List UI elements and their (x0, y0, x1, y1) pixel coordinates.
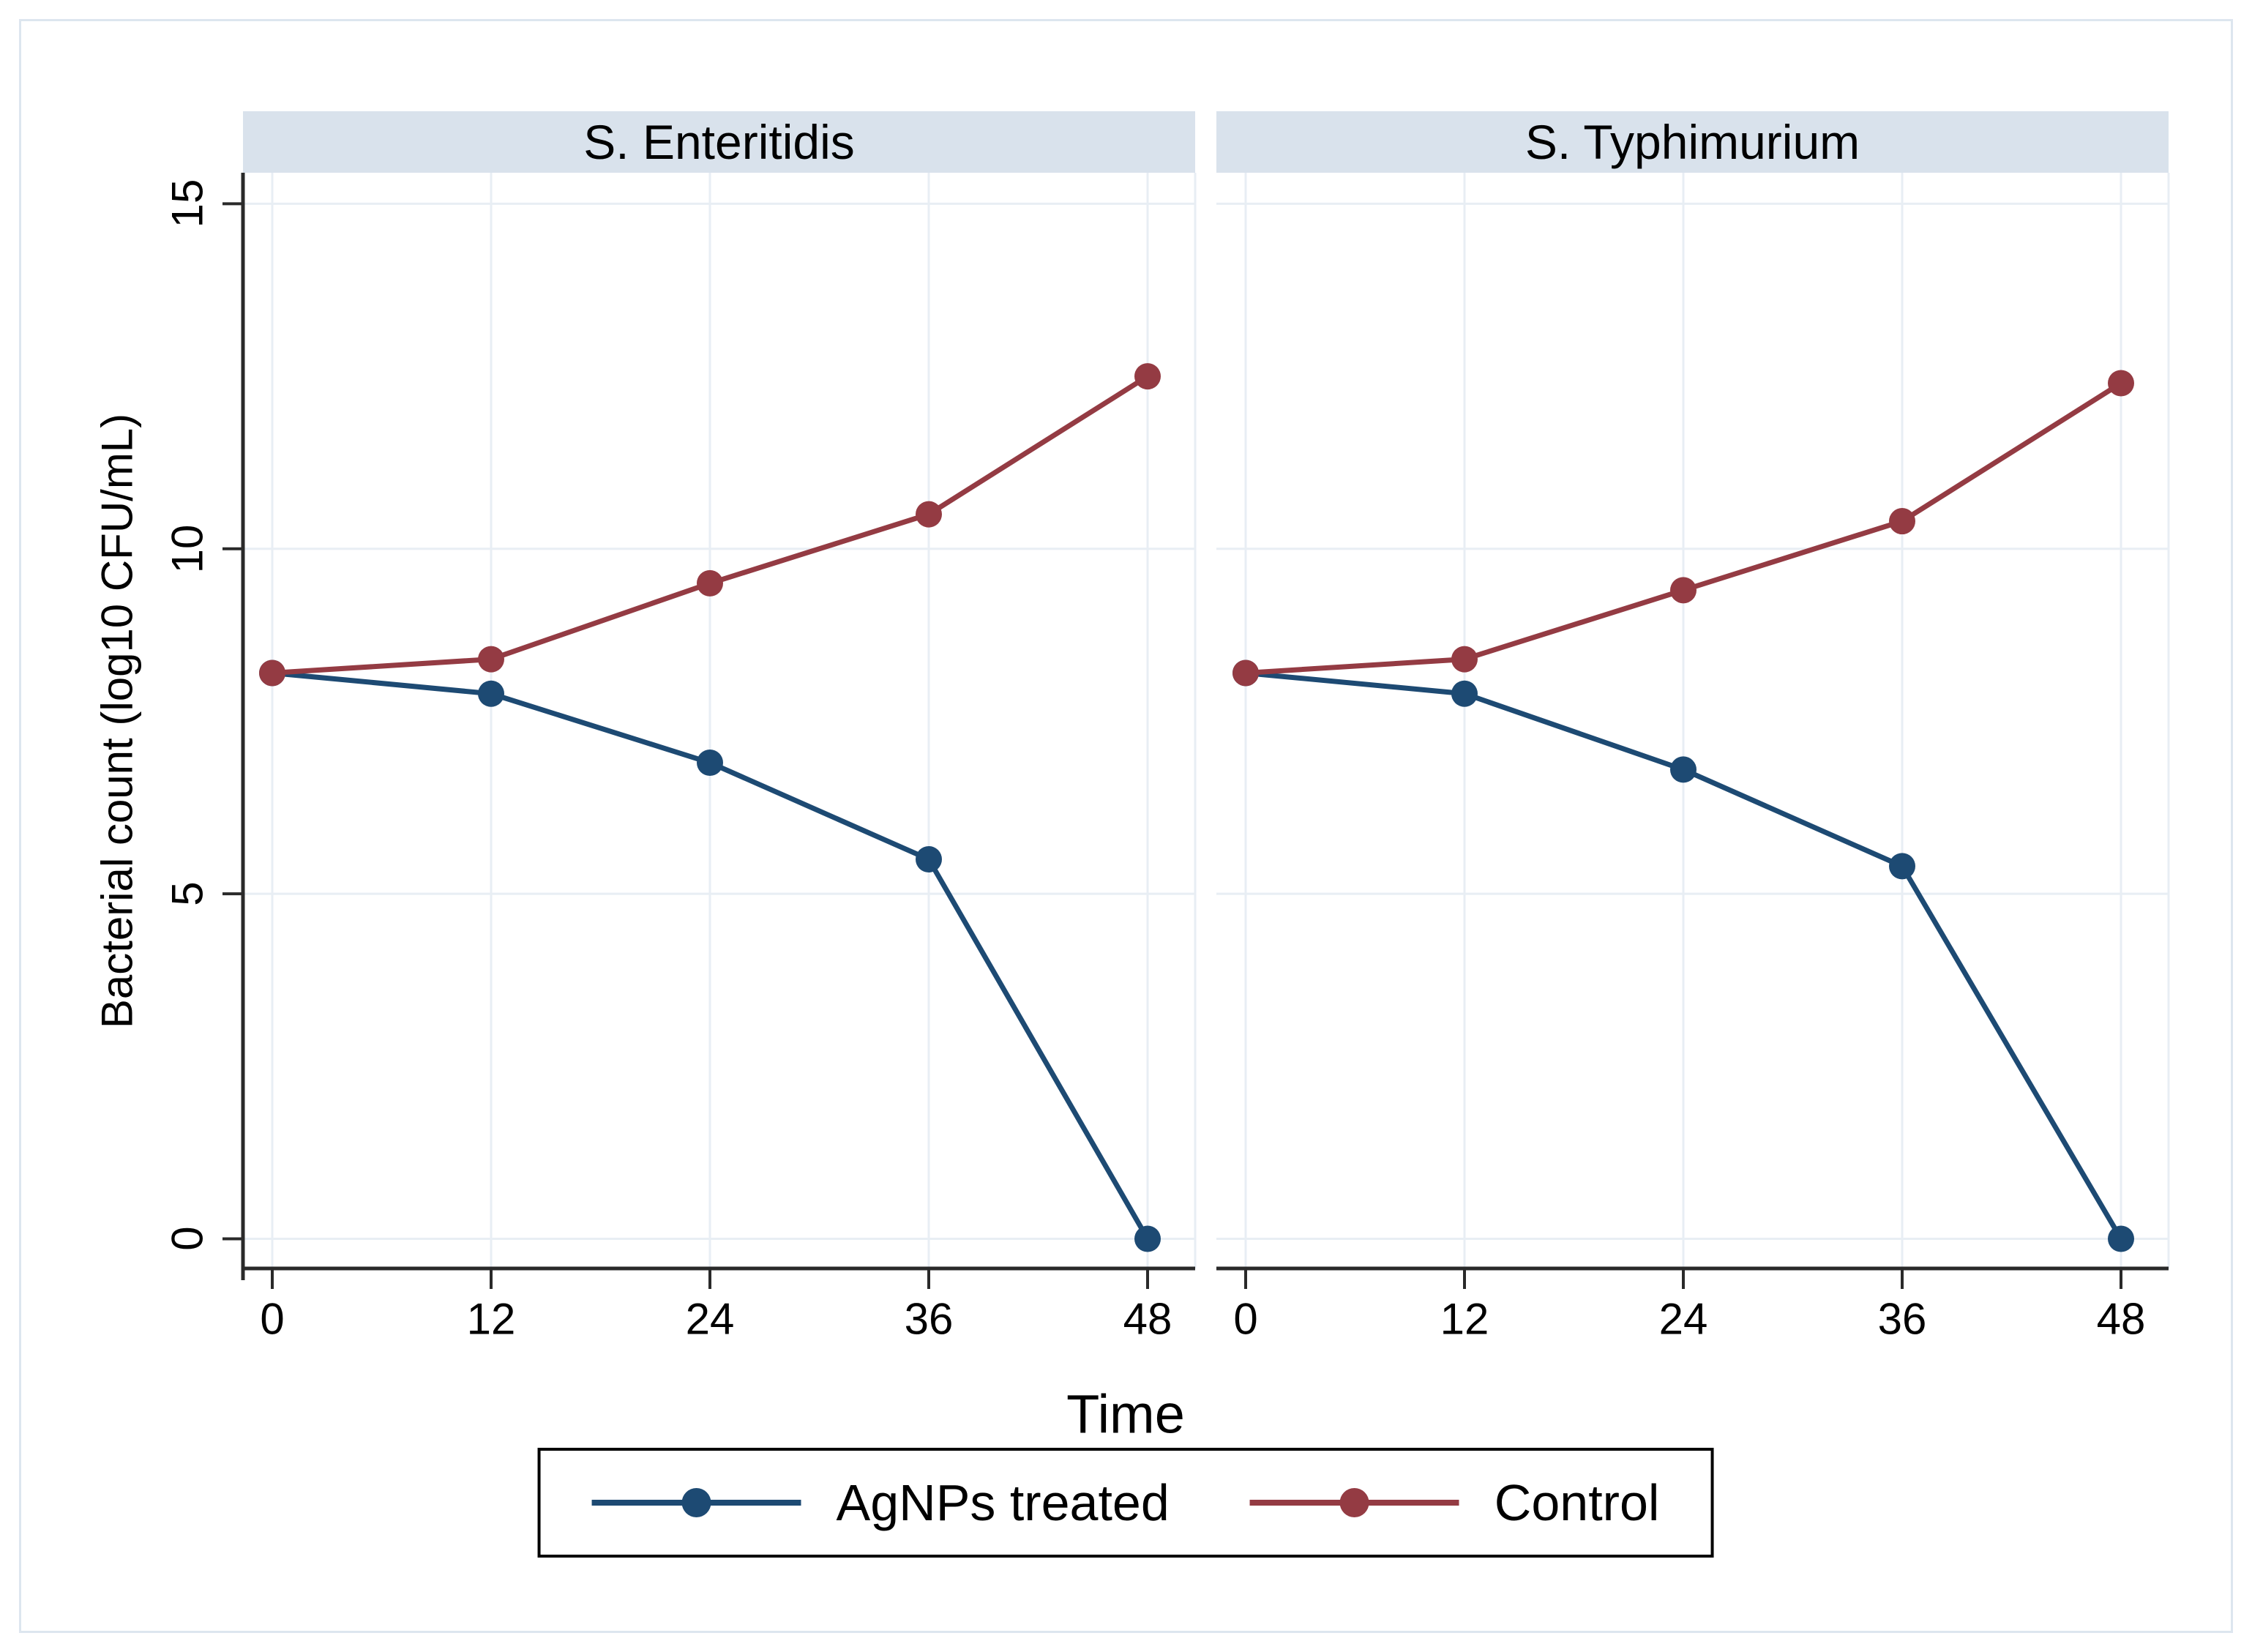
data-point (1670, 577, 1697, 604)
data-point (259, 659, 285, 687)
y-axis-title: Bacterial count (log10 CFU/mL) (92, 413, 142, 1029)
data-point (1451, 646, 1478, 673)
panel-header-enteritidis: S. Enteritidis (243, 111, 1195, 173)
data-point (1451, 680, 1478, 707)
data-point (2108, 370, 2134, 397)
legend: AgNPs treated Control (537, 1448, 1714, 1558)
data-point (697, 750, 723, 777)
y-tick-label: 15 (162, 179, 212, 228)
panel-title: S. Enteritidis (583, 115, 855, 169)
x-tick-label: 0 (1233, 1294, 1258, 1344)
legend-key-dot (681, 1488, 711, 1517)
x-tick-label: 36 (1877, 1294, 1927, 1344)
x-tick-label: 0 (260, 1294, 285, 1344)
x-axis-title: Time (1066, 1383, 1185, 1445)
data-point (1889, 853, 1915, 880)
panel-header-typhimurium: S. Typhimurium (1216, 111, 2169, 173)
y-tick-label: 10 (162, 524, 212, 574)
data-point (1889, 508, 1915, 535)
plot-area-typhimurium (1216, 173, 2170, 1289)
x-tick-label: 24 (685, 1294, 735, 1344)
legend-label: Control (1494, 1474, 1660, 1531)
data-point (916, 501, 942, 528)
data-point (1232, 659, 1259, 687)
legend-key-dot (1339, 1488, 1369, 1517)
data-point (1134, 1225, 1161, 1252)
legend-label: AgNPs treated (836, 1474, 1170, 1531)
data-point (697, 569, 723, 597)
data-point (1670, 756, 1697, 783)
data-point (916, 845, 942, 872)
data-point (478, 680, 504, 707)
y-tick-label: 0 (162, 1226, 212, 1252)
panel-title: S. Typhimurium (1525, 115, 1860, 169)
data-point (478, 646, 504, 673)
legend-item-control: Control (1249, 1470, 1660, 1536)
x-tick-label: 36 (904, 1294, 954, 1344)
data-point (1134, 363, 1161, 390)
x-tick-label: 48 (2096, 1294, 2146, 1344)
x-tick-label: 48 (1123, 1294, 1172, 1344)
x-tick-label: 12 (1440, 1294, 1489, 1344)
x-tick-label: 12 (466, 1294, 516, 1344)
plot-area-enteritidis (222, 173, 1197, 1289)
x-tick-label: 24 (1658, 1294, 1708, 1344)
data-point (2108, 1225, 2134, 1252)
legend-item-agnps-treated: AgNPs treated (591, 1470, 1170, 1536)
legend-key-icon (1249, 1488, 1459, 1517)
legend-key-icon (591, 1488, 801, 1517)
y-tick-label: 5 (162, 881, 212, 906)
